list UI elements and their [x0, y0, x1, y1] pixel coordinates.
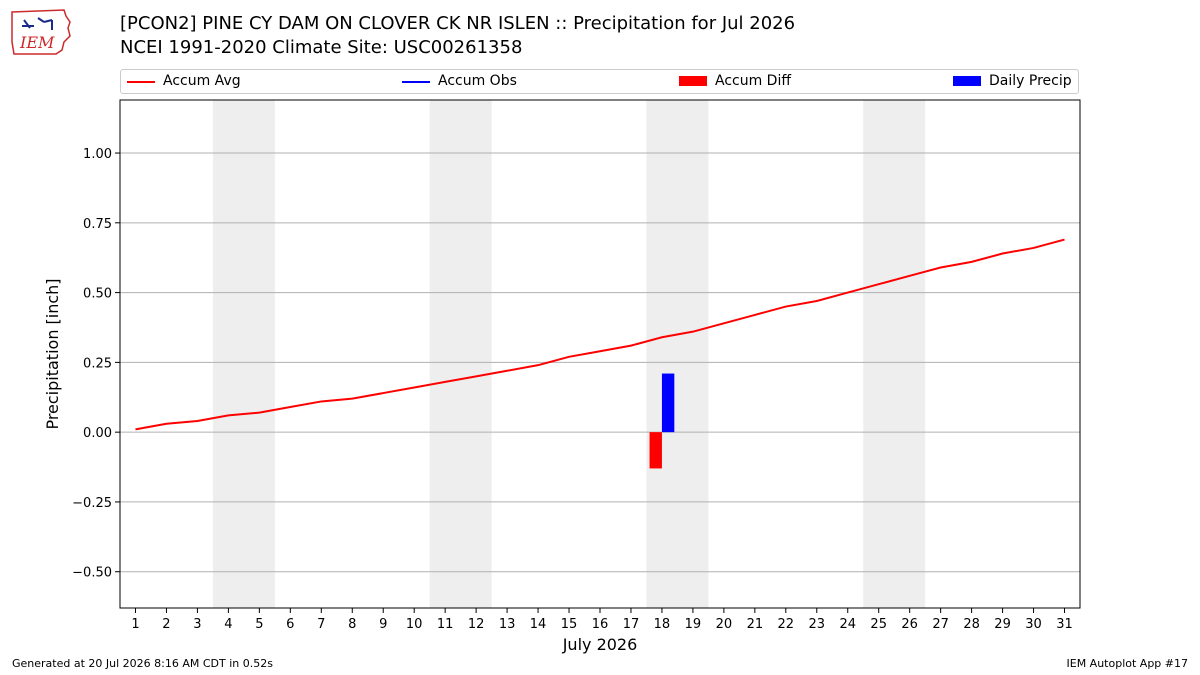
weather-station-icon	[22, 17, 53, 30]
legend-swatch-accum-obs	[402, 81, 430, 83]
legend-label-accum-obs: Accum Obs	[438, 73, 517, 89]
x-tick-label: 9	[379, 617, 387, 632]
x-tick-label: 15	[561, 617, 578, 632]
x-tick-label: 6	[286, 617, 294, 632]
iem-logo: IEM	[11, 9, 71, 55]
x-tick-label: 26	[901, 617, 918, 632]
x-tick-label: 14	[530, 617, 547, 632]
legend-swatch-accum-avg	[127, 81, 155, 83]
x-tick-label: 13	[499, 617, 516, 632]
generated-timestamp: Generated at 20 Jul 2026 8:16 AM CDT in …	[12, 657, 273, 670]
y-axis-ticks: −0.50 −0.25 0.00 0.25 0.50 0.75 1.00	[72, 147, 120, 581]
x-tick-label: 8	[348, 617, 356, 632]
y-tick-label: 0.75	[83, 217, 112, 232]
grid-lines	[120, 152, 1080, 573]
y-axis-label: Precipitation [inch]	[43, 278, 62, 429]
x-tick-label: 16	[592, 617, 609, 632]
x-tick-label: 18	[654, 617, 671, 632]
x-tick-label: 29	[994, 617, 1011, 632]
x-tick-label: 10	[406, 617, 423, 632]
x-tick-label: 19	[685, 617, 702, 632]
x-tick-label: 2	[162, 617, 170, 632]
line-accum-avg	[135, 238, 1065, 431]
weekend-band	[429, 100, 492, 608]
x-tick-label: 22	[778, 617, 795, 632]
x-axis-label: July 2026	[562, 635, 638, 654]
logo-text: IEM	[19, 33, 55, 52]
x-axis-ticks: 1 2 3 4 5 6 7 8 9 10 11 12 13 14 15 16 17 18 19 20 21 22 23 24 2…	[131, 608, 1073, 632]
weekend-band	[863, 100, 926, 608]
x-tick-label: 4	[224, 617, 232, 632]
chart-subtitle: NCEI 1991-2020 Climate Site: USC00261358	[120, 37, 523, 58]
x-tick-label: 24	[839, 617, 856, 632]
weekend-bands	[212, 100, 926, 608]
legend-label-accum-avg: Accum Avg	[163, 73, 241, 89]
y-tick-label: 1.00	[83, 147, 112, 162]
line-series	[135, 238, 1065, 431]
x-tick-label: 31	[1056, 617, 1073, 632]
y-tick-label: −0.25	[72, 496, 112, 511]
legend-swatch-daily-precip	[953, 76, 981, 86]
x-tick-label: 21	[747, 617, 764, 632]
weekend-band	[646, 100, 709, 608]
x-tick-label: 17	[623, 617, 640, 632]
x-tick-label: 3	[193, 617, 201, 632]
x-tick-label: 30	[1025, 617, 1042, 632]
app-credit: IEM Autoplot App #17	[1066, 657, 1189, 670]
bar-accum-diff	[649, 432, 662, 469]
iowa-state-outline	[11, 9, 71, 55]
legend-label-accum-diff: Accum Diff	[715, 73, 792, 89]
bar-daily-precip	[661, 373, 675, 433]
y-tick-label: 0.25	[83, 356, 112, 371]
x-tick-label: 11	[437, 617, 454, 632]
legend: Accum Avg Accum Obs Accum Diff Daily Pre…	[120, 69, 1079, 94]
x-tick-label: 7	[317, 617, 325, 632]
bar-series	[649, 373, 675, 469]
x-tick-label: 28	[963, 617, 980, 632]
x-tick-label: 27	[932, 617, 949, 632]
x-tick-label: 1	[131, 617, 139, 632]
y-tick-label: −0.50	[72, 566, 112, 581]
legend-label-daily-precip: Daily Precip	[989, 73, 1072, 89]
y-tick-label: 0.50	[83, 287, 112, 302]
y-tick-label: 0.00	[83, 426, 112, 441]
weekend-band	[212, 100, 275, 608]
x-tick-label: 5	[255, 617, 263, 632]
x-tick-label: 25	[870, 617, 887, 632]
chart-title: [PCON2] PINE CY DAM ON CLOVER CK NR ISLE…	[120, 13, 796, 34]
x-tick-label: 20	[716, 617, 733, 632]
x-tick-label: 12	[468, 617, 485, 632]
x-tick-label: 23	[809, 617, 826, 632]
legend-swatch-accum-diff	[679, 76, 707, 86]
